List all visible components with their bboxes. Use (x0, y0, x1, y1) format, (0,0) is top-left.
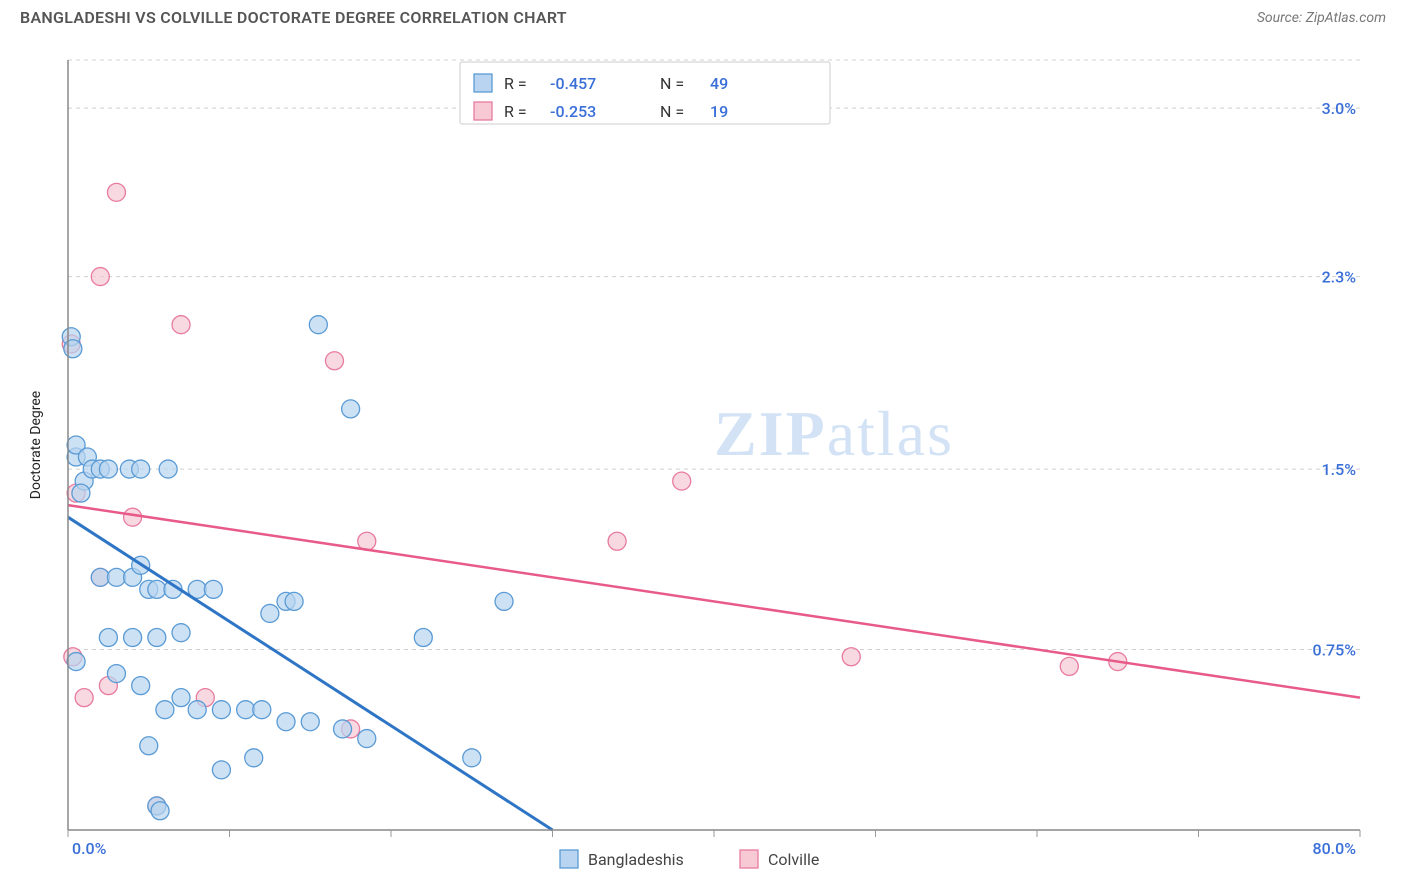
legend-swatch (474, 74, 492, 92)
data-point (172, 689, 190, 707)
regression-line (68, 517, 553, 830)
data-point (212, 701, 230, 719)
data-point (91, 568, 109, 586)
legend-swatch (740, 850, 758, 868)
legend-swatch (474, 102, 492, 120)
watermark: ZIPatlas (714, 398, 954, 469)
data-point (253, 701, 271, 719)
data-point (67, 653, 85, 671)
data-point (132, 460, 150, 478)
legend-swatch (560, 850, 578, 868)
data-point (245, 749, 263, 767)
data-point (156, 701, 174, 719)
data-point (72, 484, 90, 502)
data-point (151, 802, 169, 820)
data-point (107, 568, 125, 586)
legend-label: Bangladeshis (588, 850, 684, 869)
data-point (285, 592, 303, 610)
x-max-label: 80.0% (1312, 839, 1356, 858)
stat-n-label: N = (660, 102, 684, 121)
data-point (99, 629, 117, 647)
source-label: Source: ZipAtlas.com (1257, 10, 1386, 26)
data-point (148, 580, 166, 598)
data-point (1060, 657, 1078, 675)
y-tick-label: 0.75% (1312, 641, 1356, 660)
data-point (414, 629, 432, 647)
data-point (172, 316, 190, 334)
data-point (91, 268, 109, 286)
stat-n-value: 49 (710, 74, 728, 93)
data-point (212, 761, 230, 779)
legend-label: Colville (768, 850, 819, 869)
y-tick-label: 3.0% (1322, 99, 1357, 118)
chart-title: BANGLADESHI VS COLVILLE DOCTORATE DEGREE… (20, 8, 567, 27)
data-point (309, 316, 327, 334)
x-min-label: 0.0% (72, 839, 107, 858)
y-tick-label: 1.5% (1322, 460, 1357, 479)
correlation-chart: 0.75% 1.5% 2.3% 3.0% ZIPatlas 0.0% 80.0% Doctor… (20, 40, 1386, 882)
data-point (842, 648, 860, 666)
data-point (463, 749, 481, 767)
data-point (342, 400, 360, 418)
regression-line (68, 505, 1360, 698)
data-point (188, 701, 206, 719)
y-axis-title: Doctorate Degree (28, 391, 44, 499)
chart-container: 0.75% 1.5% 2.3% 3.0% ZIPatlas 0.0% 80.0% Doctor… (20, 40, 1386, 882)
data-point (237, 701, 255, 719)
data-point (132, 677, 150, 695)
data-point (159, 460, 177, 478)
data-point (99, 460, 117, 478)
data-point (64, 340, 82, 358)
stat-r-label: R = (504, 102, 527, 121)
stat-r-value: -0.457 (550, 74, 596, 93)
data-point (124, 508, 142, 526)
stat-n-label: N = (660, 74, 684, 93)
data-point (358, 730, 376, 748)
stat-n-value: 19 (710, 102, 728, 121)
data-point (261, 604, 279, 622)
data-point (277, 713, 295, 731)
data-point (140, 737, 158, 755)
data-point (148, 629, 166, 647)
data-point (325, 352, 343, 370)
data-point (107, 183, 125, 201)
data-point (75, 689, 93, 707)
data-point (334, 720, 352, 738)
data-point (301, 713, 319, 731)
stat-r-label: R = (504, 74, 527, 93)
data-point (124, 629, 142, 647)
data-point (673, 472, 691, 490)
data-point (495, 592, 513, 610)
data-point (172, 624, 190, 642)
data-point (107, 665, 125, 683)
y-tick-label: 2.3% (1322, 268, 1357, 287)
data-point (608, 532, 626, 550)
stat-r-value: -0.253 (550, 102, 596, 121)
data-point (204, 580, 222, 598)
